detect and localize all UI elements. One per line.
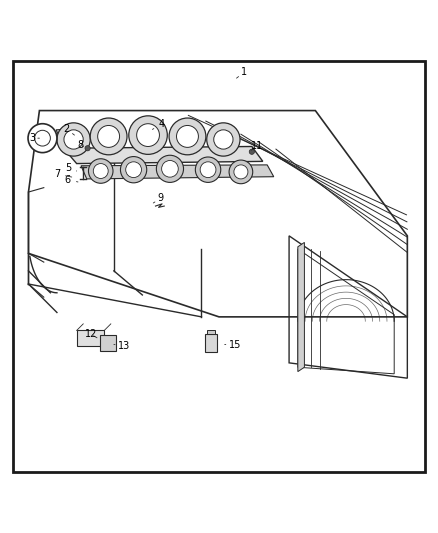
Circle shape: [98, 125, 120, 147]
Circle shape: [169, 118, 206, 155]
Circle shape: [177, 125, 198, 147]
Circle shape: [234, 165, 248, 179]
Text: 2: 2: [64, 124, 74, 135]
Circle shape: [229, 160, 253, 184]
Circle shape: [126, 162, 141, 177]
Text: 9: 9: [153, 193, 164, 203]
Circle shape: [85, 146, 90, 151]
Polygon shape: [64, 147, 263, 164]
Text: 3: 3: [29, 133, 39, 143]
Circle shape: [137, 124, 159, 147]
Circle shape: [162, 160, 178, 177]
Text: 11: 11: [251, 141, 263, 151]
Circle shape: [249, 149, 254, 155]
Circle shape: [88, 159, 113, 183]
Text: 4: 4: [152, 119, 165, 130]
Bar: [77, 330, 104, 346]
Circle shape: [207, 123, 240, 156]
Polygon shape: [298, 243, 304, 372]
Circle shape: [156, 155, 184, 182]
Circle shape: [90, 118, 127, 155]
Circle shape: [200, 162, 216, 177]
Circle shape: [64, 130, 83, 149]
Text: 13: 13: [114, 341, 130, 351]
Text: 15: 15: [225, 341, 241, 350]
Text: 12: 12: [85, 329, 97, 340]
Polygon shape: [81, 165, 274, 179]
Circle shape: [57, 123, 90, 156]
Text: 6: 6: [65, 175, 78, 185]
Text: 1: 1: [237, 67, 247, 78]
Circle shape: [129, 116, 167, 155]
Circle shape: [195, 157, 221, 182]
Text: 8: 8: [77, 140, 83, 150]
Bar: [100, 335, 116, 351]
Circle shape: [35, 130, 50, 146]
Text: 7: 7: [54, 169, 72, 179]
Circle shape: [214, 130, 233, 149]
Bar: [205, 334, 217, 352]
Circle shape: [93, 164, 108, 179]
Circle shape: [28, 124, 57, 152]
Circle shape: [120, 157, 147, 183]
Bar: [207, 330, 215, 334]
Polygon shape: [56, 128, 78, 141]
Text: 5: 5: [65, 163, 77, 173]
